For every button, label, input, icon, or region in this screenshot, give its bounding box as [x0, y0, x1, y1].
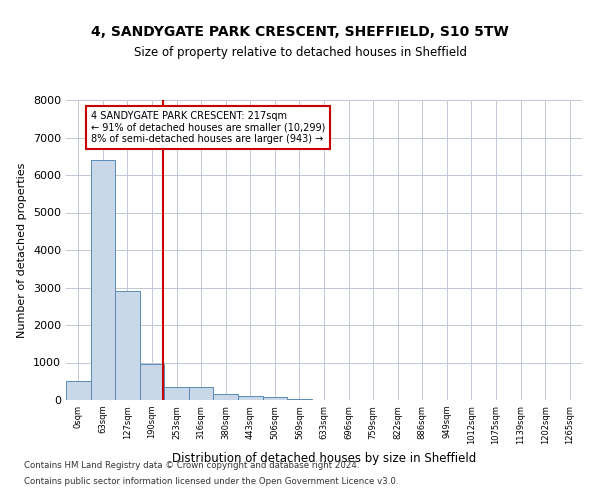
Text: 4 SANDYGATE PARK CRESCENT: 217sqm
← 91% of detached houses are smaller (10,299)
: 4 SANDYGATE PARK CRESCENT: 217sqm ← 91% … [91, 112, 325, 144]
Text: Contains HM Land Registry data © Crown copyright and database right 2024.: Contains HM Land Registry data © Crown c… [24, 462, 359, 470]
Y-axis label: Number of detached properties: Number of detached properties [17, 162, 28, 338]
Bar [189, 387, 214, 400]
Bar [91, 160, 115, 400]
Bar [140, 364, 164, 400]
Text: 4, SANDYGATE PARK CRESCENT, SHEFFIELD, S10 5TW: 4, SANDYGATE PARK CRESCENT, SHEFFIELD, S… [91, 26, 509, 40]
Bar [287, 399, 312, 400]
Bar [263, 397, 287, 400]
Bar [164, 387, 189, 400]
Bar [238, 396, 263, 400]
Text: Size of property relative to detached houses in Sheffield: Size of property relative to detached ho… [133, 46, 467, 59]
Bar [66, 381, 91, 400]
Bar [214, 394, 238, 400]
X-axis label: Distribution of detached houses by size in Sheffield: Distribution of detached houses by size … [172, 452, 476, 465]
Text: Contains public sector information licensed under the Open Government Licence v3: Contains public sector information licen… [24, 476, 398, 486]
Bar [115, 291, 140, 400]
